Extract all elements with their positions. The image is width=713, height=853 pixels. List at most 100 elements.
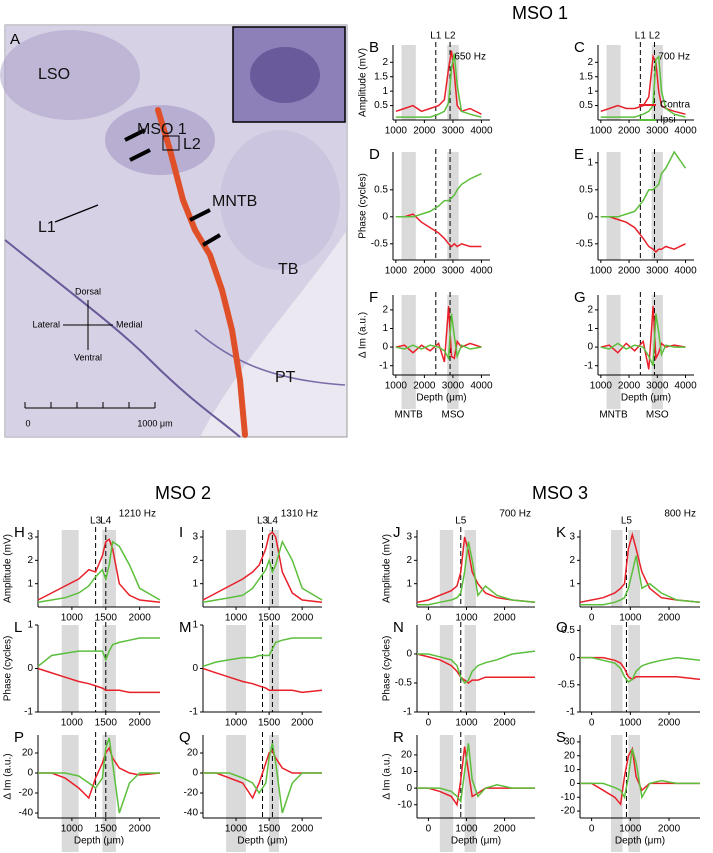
x-tick-label: 0 — [426, 613, 432, 624]
x-tick-label: 3000 — [646, 381, 669, 392]
chart-title: 800 Hz — [664, 509, 696, 520]
y-tick-label: -10 — [398, 799, 413, 810]
y-tick-label: -1 — [566, 707, 575, 718]
x-tick-label: 2000 — [618, 126, 641, 137]
y-axis-label: Amplitude (mV) — [358, 48, 369, 117]
y-tick-label: 3 — [569, 532, 575, 543]
x-tick-label: 1500 — [95, 824, 118, 835]
x-tick-label: 1000 — [225, 718, 248, 729]
x-tick-label: 0 — [589, 824, 595, 835]
panel-letter: S — [556, 729, 566, 746]
x-tick-label: 3000 — [442, 266, 465, 277]
y-tick-label: 1.5 — [579, 71, 593, 82]
x-tick-label: 1500 — [258, 718, 281, 729]
band-label: MNTB — [395, 410, 424, 421]
chart-panel: L5 1 2 3 0 1000 2000 K 800 Hz — [556, 509, 701, 624]
y-tick-label: -1 — [379, 360, 388, 371]
y-tick-label: 0 — [192, 768, 198, 779]
data-line — [395, 213, 482, 248]
region-band — [606, 152, 621, 260]
x-tick-label: 2000 — [658, 718, 681, 729]
y-tick-label: 3 — [406, 532, 412, 543]
lesion-label: L4 — [267, 516, 279, 527]
region-band — [401, 152, 416, 260]
data-line — [37, 538, 161, 604]
region-band — [401, 295, 416, 409]
band-label: MSO — [442, 410, 465, 421]
data-line — [395, 313, 482, 361]
y-axis-label: Phase (cycles) — [3, 636, 14, 702]
group-title: MSO 3 — [532, 483, 588, 503]
panel-letter: E — [574, 146, 584, 163]
panel-letter: Q — [179, 729, 191, 746]
y-tick-label: 2 — [382, 305, 388, 316]
region-band — [610, 530, 623, 607]
data-line — [202, 667, 323, 694]
y-tick-label: 20 — [22, 748, 34, 759]
y-tick-label: -0.5 — [558, 679, 576, 690]
panel-letter: D — [369, 146, 380, 163]
y-tick-label: 0 — [27, 663, 33, 674]
lesion-label: L5 — [621, 516, 633, 527]
tissue — [220, 130, 340, 270]
y-tick-label: -40 — [184, 808, 199, 819]
data-line — [580, 748, 700, 800]
y-tick-label: 0 — [192, 663, 198, 674]
inset-marker — [162, 135, 180, 151]
y-tick-label: 2 — [382, 57, 388, 68]
compass-label: Lateral — [32, 319, 60, 329]
chart-panel: L1 L2 0.5 1 1.5 2 1000 2000 3000 4000 C 700 Hz Contr… — [574, 31, 697, 137]
panel-letter: H — [14, 524, 25, 541]
panel-letter: L — [14, 619, 22, 636]
x-axis-label: Depth (μm) — [451, 836, 501, 847]
x-axis-label: Depth (μm) — [621, 393, 671, 404]
region-label: MSO 1 — [137, 121, 187, 138]
tissue-edge — [4, 239, 241, 438]
y-tick-label: -40 — [19, 808, 34, 819]
region-band — [102, 625, 116, 712]
chart-panel: -1 0 1 1000 1500 2000 M — [179, 619, 323, 729]
panel-letter: I — [179, 524, 183, 541]
x-tick-label: 2000 — [413, 381, 436, 392]
x-tick-label: 2000 — [618, 381, 641, 392]
lesion-label: L1 — [635, 31, 647, 42]
lesion-label: L2 — [183, 136, 201, 153]
region-band — [226, 530, 246, 607]
x-tick-label: 3000 — [646, 266, 669, 277]
data-line — [600, 216, 686, 253]
x-tick-label: 1500 — [95, 718, 118, 729]
lesion-label: L1 — [430, 31, 442, 42]
y-tick-label: 1 — [192, 578, 198, 589]
y-tick-label: 2 — [192, 555, 198, 566]
y-tick-label: 0 — [569, 778, 575, 789]
lesion-label: L2 — [444, 31, 456, 42]
region-band — [61, 625, 79, 712]
data-line — [417, 743, 535, 804]
y-tick-label: 3 — [192, 532, 198, 543]
data-line — [580, 746, 700, 806]
y-tick-label: -1 — [403, 707, 412, 718]
tissue-edge — [194, 329, 346, 386]
y-tick-label: 2 — [27, 555, 33, 566]
y-tick-label: 20 — [401, 750, 413, 761]
panel-letter: M — [179, 619, 192, 636]
data-line — [37, 667, 160, 694]
x-tick-label: 2000 — [413, 126, 436, 137]
pointer — [54, 204, 99, 223]
x-tick-label: 1000 — [590, 266, 613, 277]
lesion-label: L3 — [90, 516, 102, 527]
chart-panel: L5 1 2 3 0 1000 2000 J 700 Hz Amplitude (mV) — [382, 509, 536, 624]
x-tick-label: 0 — [589, 613, 595, 624]
y-tick-label: -1 — [584, 360, 593, 371]
region-band — [447, 152, 459, 260]
y-tick-label: 1 — [587, 86, 593, 97]
legend-label: Contra — [660, 100, 690, 111]
panel-letter: J — [393, 524, 401, 541]
y-tick-label: -20 — [19, 788, 34, 799]
band-label: MSO — [646, 410, 669, 421]
group-title: MSO 1 — [512, 3, 568, 23]
data-line — [580, 656, 701, 684]
